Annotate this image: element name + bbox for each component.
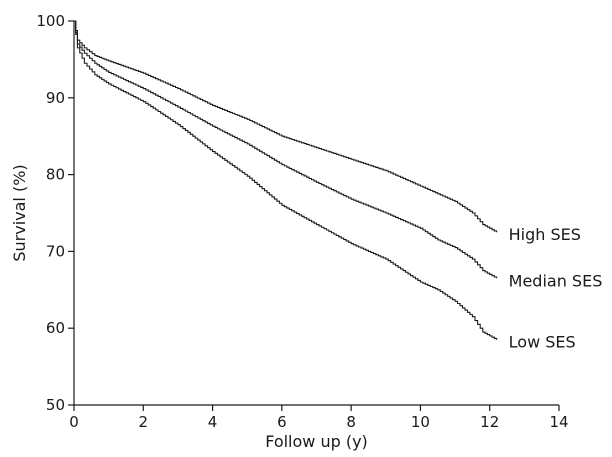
y-tick-label: 70 (46, 242, 65, 260)
x-tick-label: 8 (346, 413, 356, 431)
series-label-high-ses: High SES (509, 225, 581, 244)
series-label-median-ses: Median SES (509, 271, 603, 290)
axes (73, 21, 559, 406)
series-label-low-ses: Low SES (509, 333, 576, 352)
x-tick-label: 14 (549, 413, 568, 431)
x-axis-title: Follow up (y) (265, 432, 368, 451)
series-lines (74, 20, 498, 340)
series-labels: High SES Median SES Low SES (509, 225, 603, 352)
x-tick-label: 6 (277, 413, 287, 431)
y-tick-label: 100 (36, 12, 65, 30)
x-tick-label: 10 (411, 413, 430, 431)
y-tick-label: 90 (46, 89, 65, 107)
y-tick-label: 80 (46, 166, 65, 184)
x-tick-label: 2 (139, 413, 149, 431)
series-line-low-ses (74, 20, 498, 340)
ticks: 0 2 4 6 8 10 12 14 50 60 70 80 90 100 (36, 12, 568, 431)
x-tick-label: 12 (480, 413, 499, 431)
x-tick-label: 4 (208, 413, 218, 431)
x-tick-label: 0 (69, 413, 79, 431)
y-tick-label: 50 (46, 396, 65, 414)
y-axis-title: Survival (%) (10, 164, 29, 261)
y-tick-label: 60 (46, 319, 65, 337)
series-line-high-ses (74, 20, 498, 233)
series-line-median-ses (74, 20, 498, 279)
